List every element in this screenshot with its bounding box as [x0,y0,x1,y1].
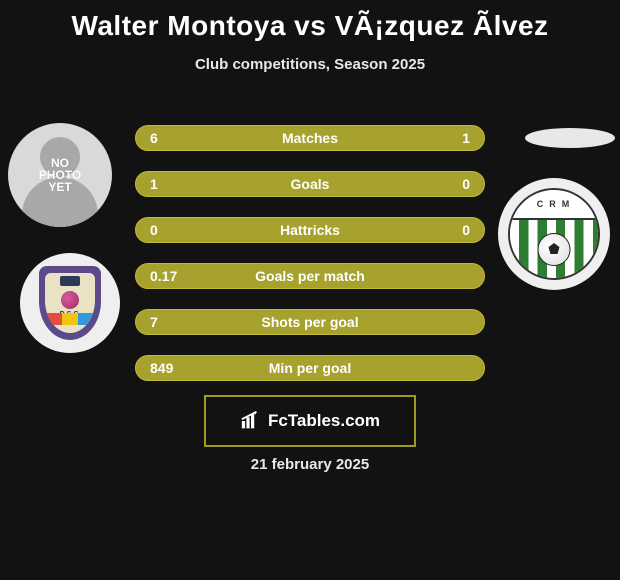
stat-label: Matches [190,130,430,146]
stat-right-value: 0 [430,222,470,238]
player-left-club-badge: DSC [20,253,120,353]
player-right-club-badge: CRM [498,178,610,290]
stat-left-value: 0 [150,222,190,238]
stat-row: 1Goals0 [135,171,485,197]
stat-left-value: 7 [150,314,190,330]
stat-left-value: 0.17 [150,268,190,284]
season-subtitle: Club competitions, Season 2025 [0,56,620,73]
no-photo-label: NO PHOTO YET [39,157,81,193]
stat-label: Goals [190,176,430,192]
stat-label: Goals per match [190,268,430,284]
stat-right-value: 1 [430,130,470,146]
watermark-text: FcTables.com [268,411,380,431]
stat-label: Shots per goal [190,314,430,330]
shield-icon: DSC [39,266,101,340]
club-right-code: CRM [537,199,576,209]
stat-row: 7Shots per goal [135,309,485,335]
club-crest-icon: CRM [508,188,600,280]
stat-row: 849Min per goal [135,355,485,381]
player-left-avatar: NO PHOTO YET [8,123,112,227]
stat-left-value: 849 [150,360,190,376]
comparison-title: Walter Montoya vs VÃ¡zquez Ãlvez [0,0,620,42]
comparison-date: 21 february 2025 [0,456,620,473]
silhouette-icon: NO PHOTO YET [8,123,112,227]
stat-row: 0Hattricks0 [135,217,485,243]
soccer-ball-icon [538,233,571,266]
stat-left-value: 6 [150,130,190,146]
chart-bars-icon [240,410,262,432]
stat-left-value: 1 [150,176,190,192]
stat-right-value: 0 [430,176,470,192]
stat-label: Min per goal [190,360,430,376]
stats-comparison: 6Matches11Goals00Hattricks00.17Goals per… [135,125,485,381]
stat-row: 6Matches1 [135,125,485,151]
stat-label: Hattricks [190,222,430,238]
watermark: FcTables.com [204,395,416,447]
stat-row: 0.17Goals per match [135,263,485,289]
player-right-avatar [525,128,615,148]
